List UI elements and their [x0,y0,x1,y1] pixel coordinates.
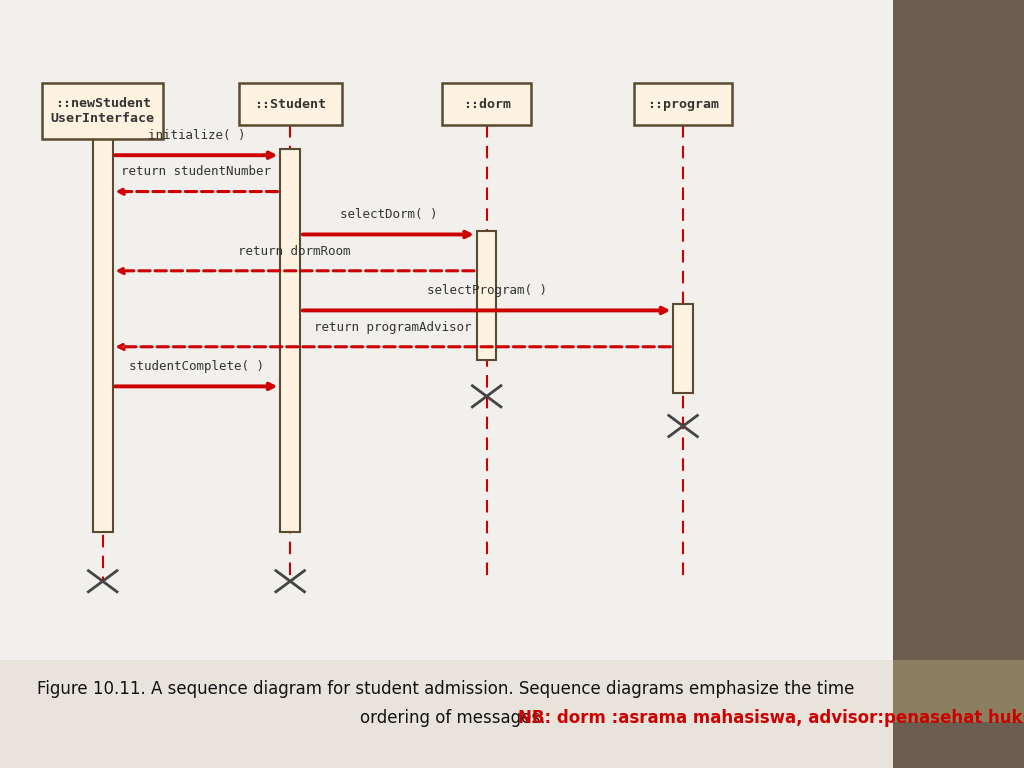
Bar [477,231,497,360]
Bar [634,82,732,125]
Bar [673,304,693,393]
Bar [281,149,300,531]
Bar [239,82,342,125]
Bar [93,135,113,531]
Bar [42,82,163,139]
Text: NB: dorm :asrama mahasiswa, advisor:penasehat hukum: NB: dorm :asrama mahasiswa, advisor:pena… [518,709,1024,727]
Text: studentComplete( ): studentComplete( ) [129,360,264,373]
Text: ::program: ::program [647,98,719,111]
Text: ::newStudent
UserInterface: ::newStudent UserInterface [50,97,155,124]
Text: ordering of messages.: ordering of messages. [360,709,556,727]
Text: return dormRoom: return dormRoom [239,244,351,257]
Text: selectDorm( ): selectDorm( ) [340,208,437,221]
Text: Figure 10.11. A sequence diagram for student admission. Sequence diagrams emphas: Figure 10.11. A sequence diagram for stu… [37,680,854,697]
Text: initialize( ): initialize( ) [147,129,245,142]
Text: selectProgram( ): selectProgram( ) [427,284,547,297]
Bar [442,82,531,125]
Text: return programAdvisor: return programAdvisor [314,320,472,333]
Text: ::Student: ::Student [254,98,327,111]
Text: return studentNumber: return studentNumber [122,165,271,178]
Text: ::dorm: ::dorm [463,98,511,111]
